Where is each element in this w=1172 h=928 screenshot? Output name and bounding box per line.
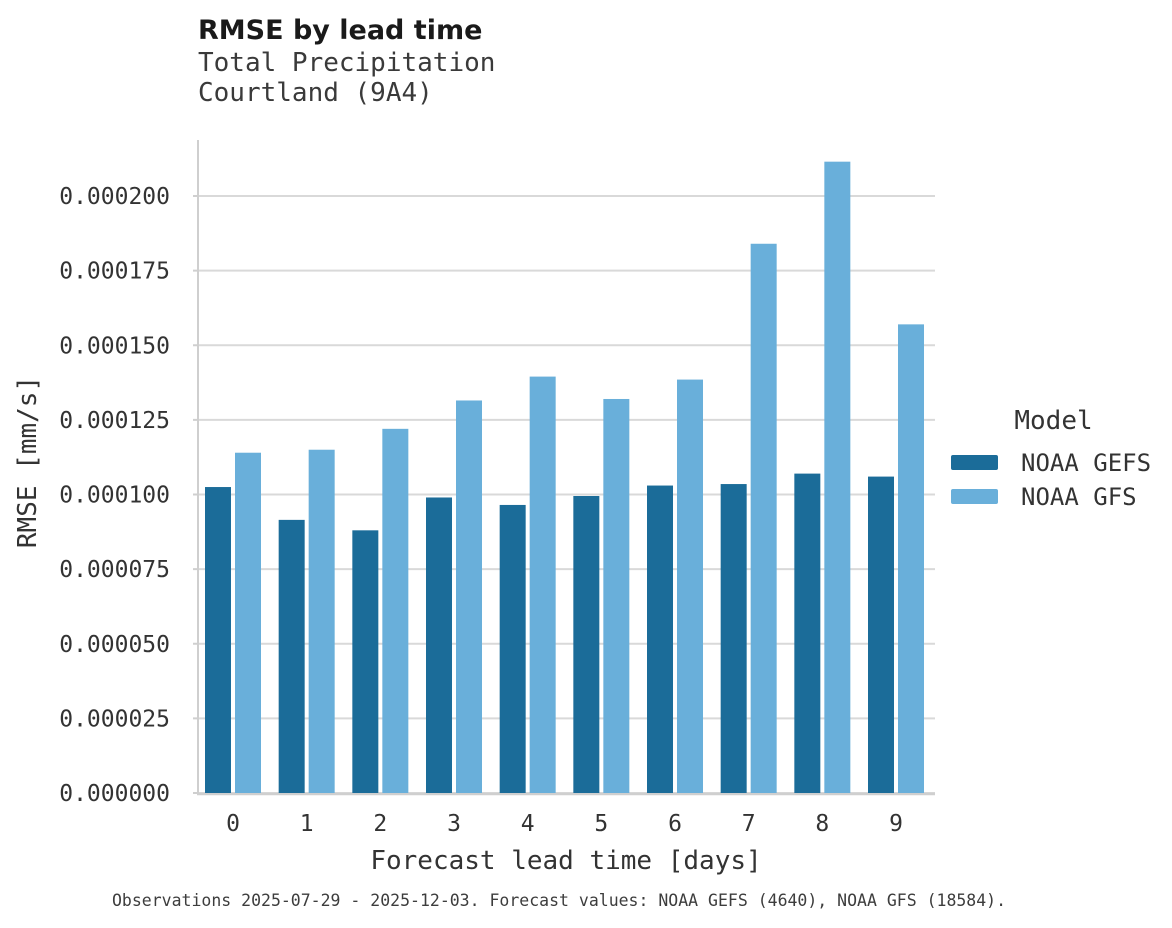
bar-noaa-gefs-lead-3 <box>426 497 453 793</box>
x-tick-label: 7 <box>742 811 756 837</box>
chart-subtitle-station: Courtland (9A4) <box>198 77 433 108</box>
bar-noaa-gfs-lead-2 <box>382 428 409 793</box>
bar-noaa-gfs-lead-5 <box>603 398 630 793</box>
y-tick-label: 0.000200 <box>59 184 170 210</box>
bar-noaa-gfs-lead-1 <box>308 449 335 793</box>
y-tick-label: 0.000125 <box>59 408 170 434</box>
x-tick-label: 2 <box>373 811 387 837</box>
legend-item-noaa-gefs: NOAA GEFS <box>951 446 1156 479</box>
x-tick-label: 1 <box>300 811 314 837</box>
y-tick-label: 0.000050 <box>59 632 170 658</box>
y-axis-title: RMSE [mm/s] <box>13 375 43 549</box>
bar-noaa-gefs-lead-2 <box>352 530 379 793</box>
y-tick-label: 0.000100 <box>59 483 170 509</box>
legend-label-noaa-gfs: NOAA GFS <box>1021 482 1137 511</box>
x-tick-label: 9 <box>889 811 903 837</box>
chart-subtitle: Total Precipitation Courtland (9A4) <box>198 48 496 108</box>
bar-noaa-gfs-lead-7 <box>750 243 777 793</box>
legend-item-noaa-gfs: NOAA GFS <box>951 480 1156 513</box>
y-tick-label: 0.000150 <box>59 333 170 359</box>
bar-noaa-gfs-lead-6 <box>677 379 704 793</box>
bar-noaa-gefs-lead-9 <box>868 476 895 793</box>
bar-noaa-gfs-lead-9 <box>898 324 925 793</box>
figure-caption: Observations 2025-07-29 - 2025-12-03. Fo… <box>112 891 1007 910</box>
x-tick-label: 8 <box>815 811 829 837</box>
bar-noaa-gefs-lead-8 <box>794 473 821 793</box>
bar-noaa-gfs-lead-0 <box>235 452 261 793</box>
legend-swatch-noaa-gfs <box>951 489 998 504</box>
y-tick-label: 0.000175 <box>59 259 170 285</box>
x-tick-label: 0 <box>226 811 240 837</box>
legend-label-noaa-gefs: NOAA GEFS <box>1021 448 1152 477</box>
bar-noaa-gefs-lead-7 <box>720 484 747 793</box>
x-tick-label: 5 <box>594 811 608 837</box>
y-tick-label: 0.000075 <box>59 557 170 583</box>
chart-title: RMSE by lead time <box>198 15 483 46</box>
y-tick-label: 0.000025 <box>59 706 170 732</box>
bar-noaa-gefs-lead-4 <box>499 504 526 793</box>
x-axis-title: Forecast lead time [days] <box>370 846 762 876</box>
bar-noaa-gfs-lead-4 <box>529 376 556 793</box>
bar-noaa-gefs-lead-1 <box>278 519 305 793</box>
bar-noaa-gefs-lead-0 <box>205 487 231 793</box>
y-tick-label: 0.000000 <box>59 781 170 807</box>
legend-title: Model <box>1014 406 1093 436</box>
bar-noaa-gfs-lead-3 <box>456 400 483 793</box>
bar-noaa-gfs-lead-8 <box>824 161 851 794</box>
x-tick-label: 4 <box>521 811 535 837</box>
chart-subtitle-variable: Total Precipitation <box>198 48 496 78</box>
legend-swatch-noaa-gefs <box>951 455 998 470</box>
bar-noaa-gefs-lead-6 <box>647 485 674 793</box>
x-tick-label: 6 <box>668 811 682 837</box>
x-tick-label: 3 <box>447 811 461 837</box>
legend: Model NOAA GEFS NOAA GFS <box>951 406 1156 513</box>
bar-noaa-gefs-lead-5 <box>573 495 600 793</box>
